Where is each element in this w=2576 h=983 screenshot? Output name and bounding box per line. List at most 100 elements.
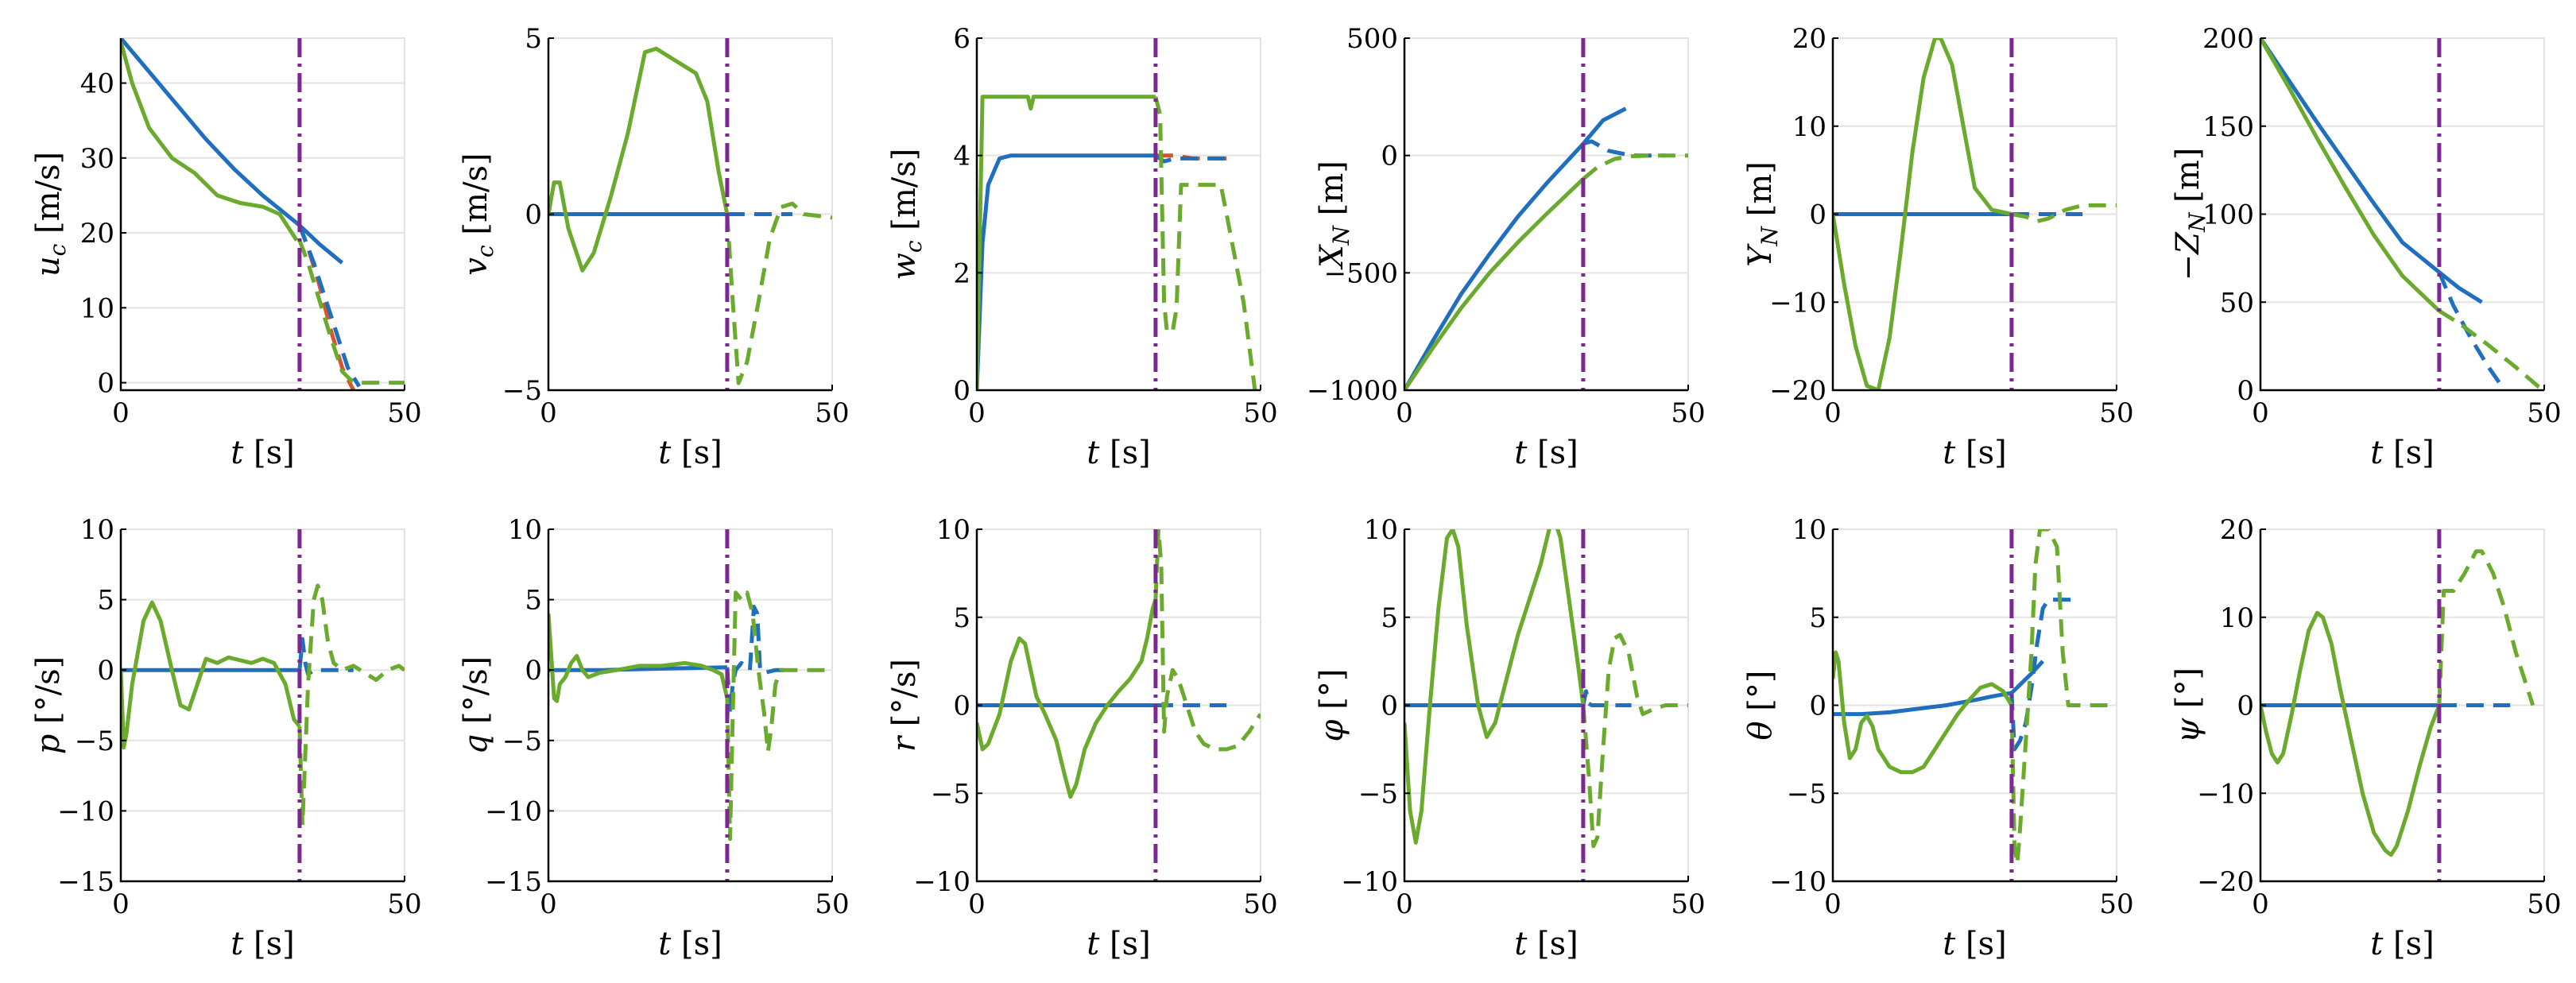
x-tick-label: 0 — [1824, 888, 1842, 920]
x-tick-label: 0 — [2252, 888, 2269, 920]
x-tick-label: 50 — [1243, 888, 1277, 920]
subplot-1: 0 10 20 30 40 0 50 t [s] uc [m/s] — [30, 37, 422, 471]
series-line-blue-dashed — [2009, 598, 2077, 752]
subplot-10: −10 −5 0 5 10 0 50 t [s] φ [°] — [1314, 514, 1706, 962]
y-tick-label: 0 — [1381, 691, 1398, 722]
y-tick-label: 150 — [2202, 111, 2254, 143]
y-tick-label: −10 — [913, 866, 970, 898]
series-line-green-solid — [121, 600, 301, 750]
y-tick-label: 5 — [1381, 602, 1398, 634]
x-tick-label: 0 — [1396, 397, 1413, 429]
y-tick-label: 100 — [2202, 199, 2254, 231]
series-line-green-solid — [1404, 529, 1586, 845]
series-line-blue-solid — [548, 665, 727, 672]
series-line-green-solid — [977, 598, 1158, 799]
y-tick-label: 10 — [80, 292, 114, 324]
y-tick-label: 0 — [97, 368, 114, 400]
subplot-9: −10 −5 0 5 10 0 50 t [s] r [°/s] — [886, 514, 1278, 962]
series-line-blue-dashed — [297, 224, 362, 388]
y-tick-label: 0 — [2237, 691, 2254, 722]
y-axis-label: ψ [°] — [2170, 668, 2206, 743]
subplot-4: −1000 −500 0 500 0 50 t [s] XN [m] — [1307, 23, 1706, 471]
y-axis-label: q [°/s] — [458, 656, 494, 755]
y-tick-label: −10 — [2197, 778, 2254, 810]
x-axis-label: t [s] — [658, 435, 722, 471]
y-tick-label: −5 — [1787, 778, 1826, 810]
y-tick-label: 5 — [1809, 602, 1826, 634]
y-axis-label: uc [m/s] — [30, 152, 71, 277]
x-tick-label: 50 — [1243, 397, 1277, 429]
y-axis-label: vc [m/s] — [458, 153, 498, 275]
series-line-green-solid — [977, 95, 1156, 390]
x-axis-label: t [s] — [1943, 435, 2007, 471]
y-tick-label: 10 — [508, 514, 542, 546]
plot-area — [548, 528, 833, 882]
series-line-green-dashed — [725, 590, 832, 842]
series-line-green-dashed — [2009, 529, 2117, 866]
x-tick-label: 50 — [2099, 397, 2133, 429]
y-tick-label: 10 — [80, 514, 114, 546]
subplot-8: −15 −10 −5 0 5 10 0 50 t [s] q [°/s] — [458, 514, 850, 962]
x-tick-label: 50 — [387, 397, 421, 429]
series-line-green-dashed — [725, 201, 832, 385]
y-axis-label: −ZN [m] — [2170, 148, 2210, 281]
y-tick-label: −5 — [931, 778, 970, 810]
series-line-green-solid — [1833, 650, 2014, 775]
x-axis-label: t [s] — [1087, 435, 1151, 471]
x-tick-label: 50 — [1671, 397, 1705, 429]
x-tick-label: 0 — [2252, 397, 2269, 429]
series-line-blue-solid — [1833, 660, 2045, 717]
x-tick-label: 0 — [540, 397, 557, 429]
x-tick-label: 0 — [540, 888, 557, 920]
x-axis-label: t [s] — [1087, 926, 1151, 962]
subplot-6: 0 50 100 150 200 0 50 t [s] −ZN [m] — [2170, 23, 2562, 471]
y-axis-label: r [°/s] — [886, 659, 923, 752]
y-tick-label: 20 — [1792, 23, 1826, 55]
series-line-blue-solid — [2260, 38, 2483, 304]
y-tick-label: 0 — [953, 691, 970, 722]
series-line-blue-dashed — [297, 637, 354, 676]
series-line-blue-dashed — [725, 605, 792, 714]
y-tick-label: 10 — [936, 514, 970, 546]
y-tick-label: 5 — [953, 602, 970, 634]
x-tick-label: 0 — [1824, 397, 1842, 429]
y-tick-label: 4 — [953, 141, 970, 172]
x-tick-label: 50 — [387, 888, 421, 920]
x-tick-label: 50 — [1671, 888, 1705, 920]
y-axis-label: XN [m] — [1314, 161, 1354, 270]
series-line-green-dashed — [1153, 529, 1261, 752]
y-tick-label: 10 — [1792, 111, 1826, 143]
y-tick-label: 500 — [1346, 23, 1398, 55]
y-tick-label: 10 — [1364, 514, 1398, 546]
x-axis-label: t [s] — [1943, 926, 2007, 962]
y-axis-label: p [°/s] — [30, 656, 67, 755]
x-tick-label: 0 — [112, 397, 130, 429]
y-tick-label: 0 — [525, 199, 542, 231]
y-tick-label: −10 — [57, 795, 114, 827]
subplot-5: −20 −10 0 10 20 0 50 t [s] YN [m] — [1742, 23, 2134, 471]
plot-area — [976, 37, 1261, 391]
y-tick-label: 200 — [2202, 23, 2254, 55]
y-tick-label: −500 — [1324, 257, 1398, 289]
series-line-green-dashed — [2011, 203, 2117, 223]
subplot-7: −15 −10 −5 0 5 10 0 50 t [s] p [°/s] — [30, 514, 422, 962]
y-tick-label: −20 — [1769, 375, 1826, 407]
series-line-blue-solid — [977, 153, 1156, 390]
x-tick-label: 0 — [112, 888, 130, 920]
y-tick-label: 0 — [97, 655, 114, 687]
x-tick-label: 50 — [2527, 888, 2561, 920]
y-tick-label: 30 — [80, 143, 114, 175]
series-line-green-solid — [2260, 38, 2441, 313]
subplot-12: −20 −10 0 10 20 0 50 t [s] ψ [°] — [2170, 514, 2562, 962]
x-axis-label: t [s] — [230, 926, 295, 962]
x-tick-label: 50 — [2099, 888, 2133, 920]
y-tick-label: 0 — [953, 375, 970, 407]
x-tick-label: 50 — [815, 397, 849, 429]
y-tick-label: 10 — [1792, 514, 1826, 546]
series-line-green-dashed — [1153, 96, 1257, 390]
series-line-green-dashed — [1582, 153, 1688, 181]
y-tick-label: −15 — [485, 866, 542, 898]
y-tick-label: 5 — [97, 585, 114, 617]
series-line-green-solid — [2260, 610, 2442, 857]
